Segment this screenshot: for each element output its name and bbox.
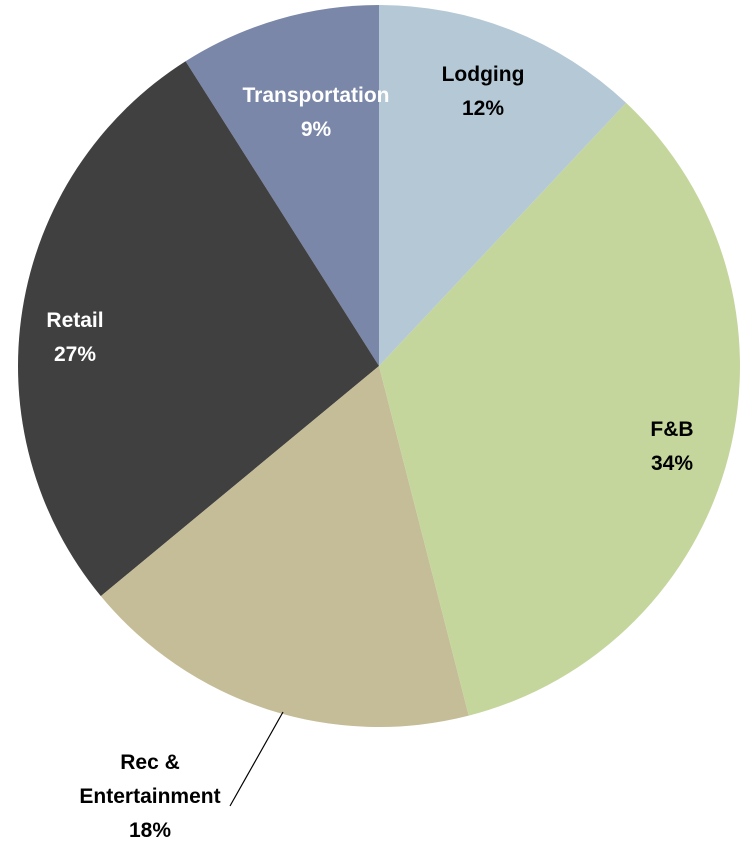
- slice-name: F&B: [650, 418, 694, 441]
- slice-name: Retail: [46, 309, 104, 332]
- pie-slice: [379, 102, 740, 716]
- pie-slice: [379, 5, 627, 366]
- slice-label: Retail 27%: [15, 304, 135, 372]
- pie-slice: [100, 366, 469, 727]
- slice-value: 18%: [128, 819, 172, 842]
- slice-name: Lodging: [441, 63, 525, 86]
- slice-value: 9%: [300, 118, 332, 141]
- leader-line: [229, 711, 284, 807]
- pie-slice: [17, 61, 379, 597]
- slice-value: 34%: [650, 452, 694, 475]
- slice-name: Transportation: [242, 84, 390, 107]
- pie-slice: [185, 5, 379, 366]
- slice-value: 12%: [461, 97, 505, 120]
- slice-name: Rec & Entertainment: [79, 751, 221, 808]
- slice-value: 27%: [53, 343, 97, 366]
- slice-label: Rec & Entertainment 18%: [75, 746, 225, 848]
- slice-label: Lodging 12%: [383, 58, 583, 126]
- slice-label: Transportation 9%: [206, 79, 426, 147]
- slice-label: F&B 34%: [612, 413, 732, 481]
